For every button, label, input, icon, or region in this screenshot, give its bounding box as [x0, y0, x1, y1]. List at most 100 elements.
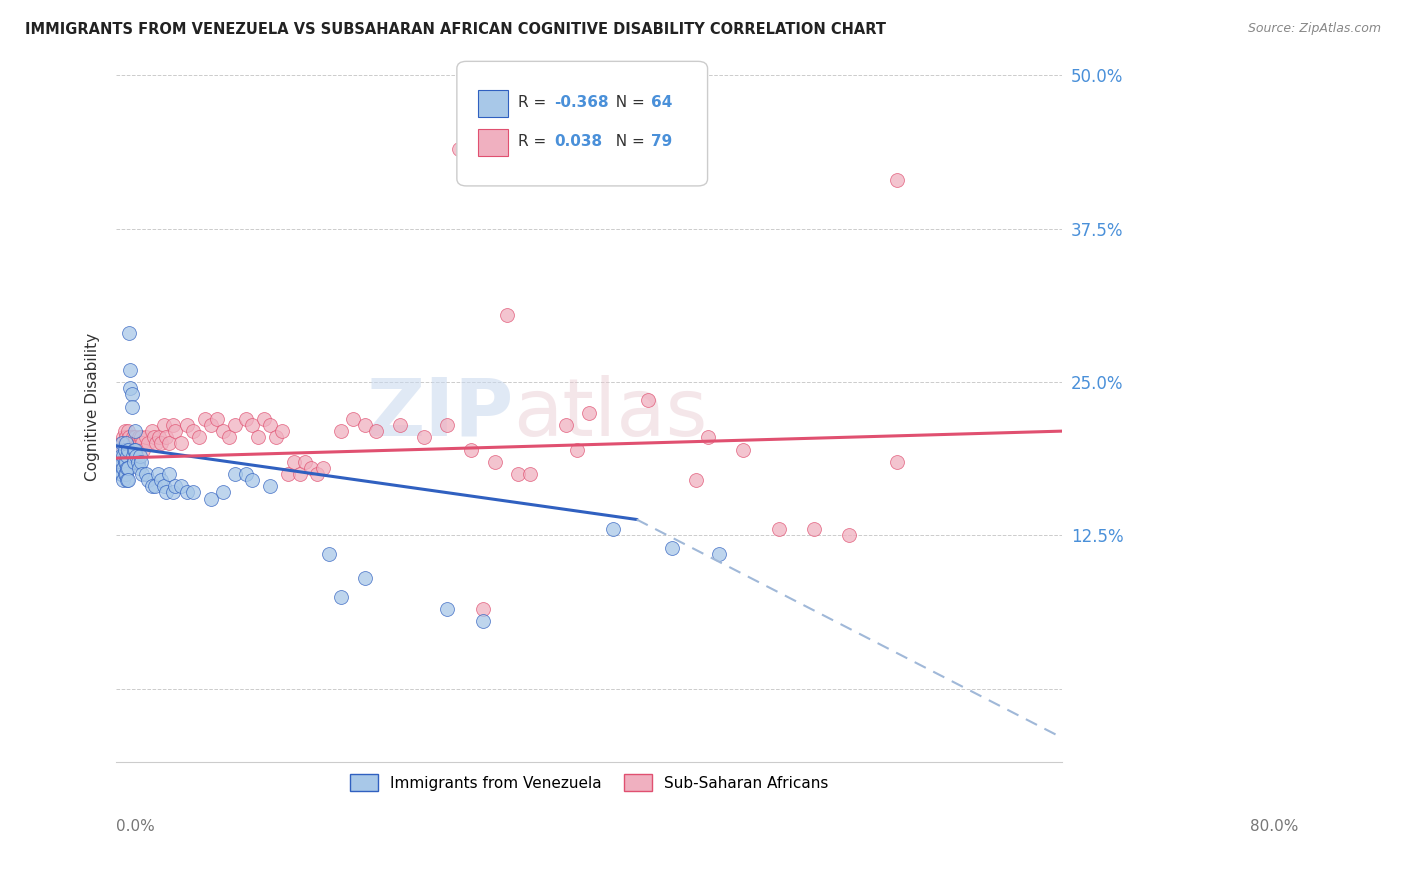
Point	[235, 467, 257, 481]
Text: R =: R =	[519, 95, 551, 110]
Point	[224, 417, 246, 432]
Text: IMMIGRANTS FROM VENEZUELA VS SUBSAHARAN AFRICAN COGNITIVE DISABILITY CORRELATION: IMMIGRANTS FROM VENEZUELA VS SUBSAHARAN …	[25, 22, 886, 37]
Point	[120, 436, 142, 450]
Point	[211, 485, 233, 500]
Point	[114, 436, 136, 450]
Point	[709, 547, 731, 561]
Point	[112, 461, 135, 475]
FancyBboxPatch shape	[478, 90, 508, 117]
Point	[114, 467, 136, 481]
Text: R =: R =	[519, 135, 557, 149]
Point	[111, 436, 134, 450]
Point	[353, 571, 375, 585]
Point	[803, 522, 825, 536]
Point	[176, 417, 198, 432]
Point	[152, 479, 174, 493]
Point	[117, 473, 139, 487]
Point	[471, 602, 494, 616]
Text: 0.0%: 0.0%	[117, 820, 155, 834]
Point	[578, 406, 600, 420]
Point	[125, 449, 148, 463]
Point	[117, 424, 139, 438]
Point	[117, 461, 139, 475]
Point	[731, 442, 754, 457]
Point	[121, 387, 143, 401]
Point	[159, 467, 181, 481]
Point	[294, 455, 316, 469]
Point	[111, 467, 134, 481]
Point	[159, 436, 181, 450]
Point	[121, 430, 143, 444]
Point	[288, 467, 311, 481]
Point	[389, 417, 412, 432]
Point	[129, 430, 152, 444]
Point	[120, 363, 142, 377]
Point	[143, 479, 166, 493]
Point	[165, 479, 187, 493]
Text: 80.0%: 80.0%	[1250, 820, 1299, 834]
Point	[110, 436, 132, 450]
Point	[110, 467, 132, 481]
Point	[240, 417, 263, 432]
Point	[128, 461, 150, 475]
Text: Source: ZipAtlas.com: Source: ZipAtlas.com	[1247, 22, 1381, 36]
Point	[181, 424, 204, 438]
Point	[838, 528, 860, 542]
Point	[114, 449, 136, 463]
Point	[176, 485, 198, 500]
Point	[115, 449, 138, 463]
Point	[330, 424, 353, 438]
Point	[155, 430, 177, 444]
Point	[224, 467, 246, 481]
Point	[108, 455, 131, 469]
Point	[148, 430, 170, 444]
Point	[111, 442, 134, 457]
Point	[122, 436, 145, 450]
Point	[181, 485, 204, 500]
Point	[155, 485, 177, 500]
Point	[127, 455, 149, 469]
Point	[124, 430, 146, 444]
Point	[129, 455, 152, 469]
Point	[114, 436, 136, 450]
Point	[111, 455, 134, 469]
Point	[114, 467, 136, 481]
Point	[124, 442, 146, 457]
Point	[495, 308, 517, 322]
Point	[188, 430, 211, 444]
Point	[218, 430, 240, 444]
Point	[150, 473, 173, 487]
Point	[122, 442, 145, 457]
Point	[471, 615, 494, 629]
Point	[253, 412, 276, 426]
Point	[120, 381, 142, 395]
Point	[366, 424, 388, 438]
Point	[259, 417, 281, 432]
Point	[127, 436, 149, 450]
Point	[114, 442, 136, 457]
Point	[112, 442, 135, 457]
Y-axis label: Cognitive Disability: Cognitive Disability	[86, 333, 100, 481]
Point	[132, 442, 155, 457]
Point	[115, 461, 138, 475]
Point	[114, 430, 136, 444]
FancyBboxPatch shape	[457, 62, 707, 186]
Point	[484, 455, 506, 469]
Point	[637, 393, 659, 408]
Point	[129, 436, 152, 450]
Point	[135, 430, 157, 444]
Point	[114, 455, 136, 469]
Point	[110, 449, 132, 463]
Point	[117, 442, 139, 457]
Point	[342, 412, 364, 426]
Legend: Immigrants from Venezuela, Sub-Saharan Africans: Immigrants from Venezuela, Sub-Saharan A…	[344, 768, 835, 797]
Point	[135, 467, 157, 481]
Text: N =: N =	[606, 95, 650, 110]
Text: ZIP: ZIP	[367, 375, 513, 452]
Point	[270, 424, 292, 438]
Point	[129, 449, 152, 463]
Point	[200, 491, 222, 506]
Point	[436, 602, 458, 616]
Point	[131, 436, 153, 450]
Point	[412, 430, 434, 444]
